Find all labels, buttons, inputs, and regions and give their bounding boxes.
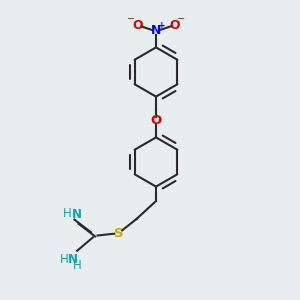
Text: −: − [177,14,185,24]
Text: N: N [72,208,82,221]
Text: S: S [114,227,123,240]
Text: O: O [169,19,180,32]
Text: O: O [132,19,143,32]
Text: N: N [68,253,78,266]
Text: H: H [60,253,69,266]
Text: N: N [151,24,161,38]
Text: −: − [127,14,135,24]
Text: H: H [63,207,72,220]
Text: H: H [73,259,82,272]
Text: O: O [150,114,162,127]
Text: +: + [158,21,165,30]
